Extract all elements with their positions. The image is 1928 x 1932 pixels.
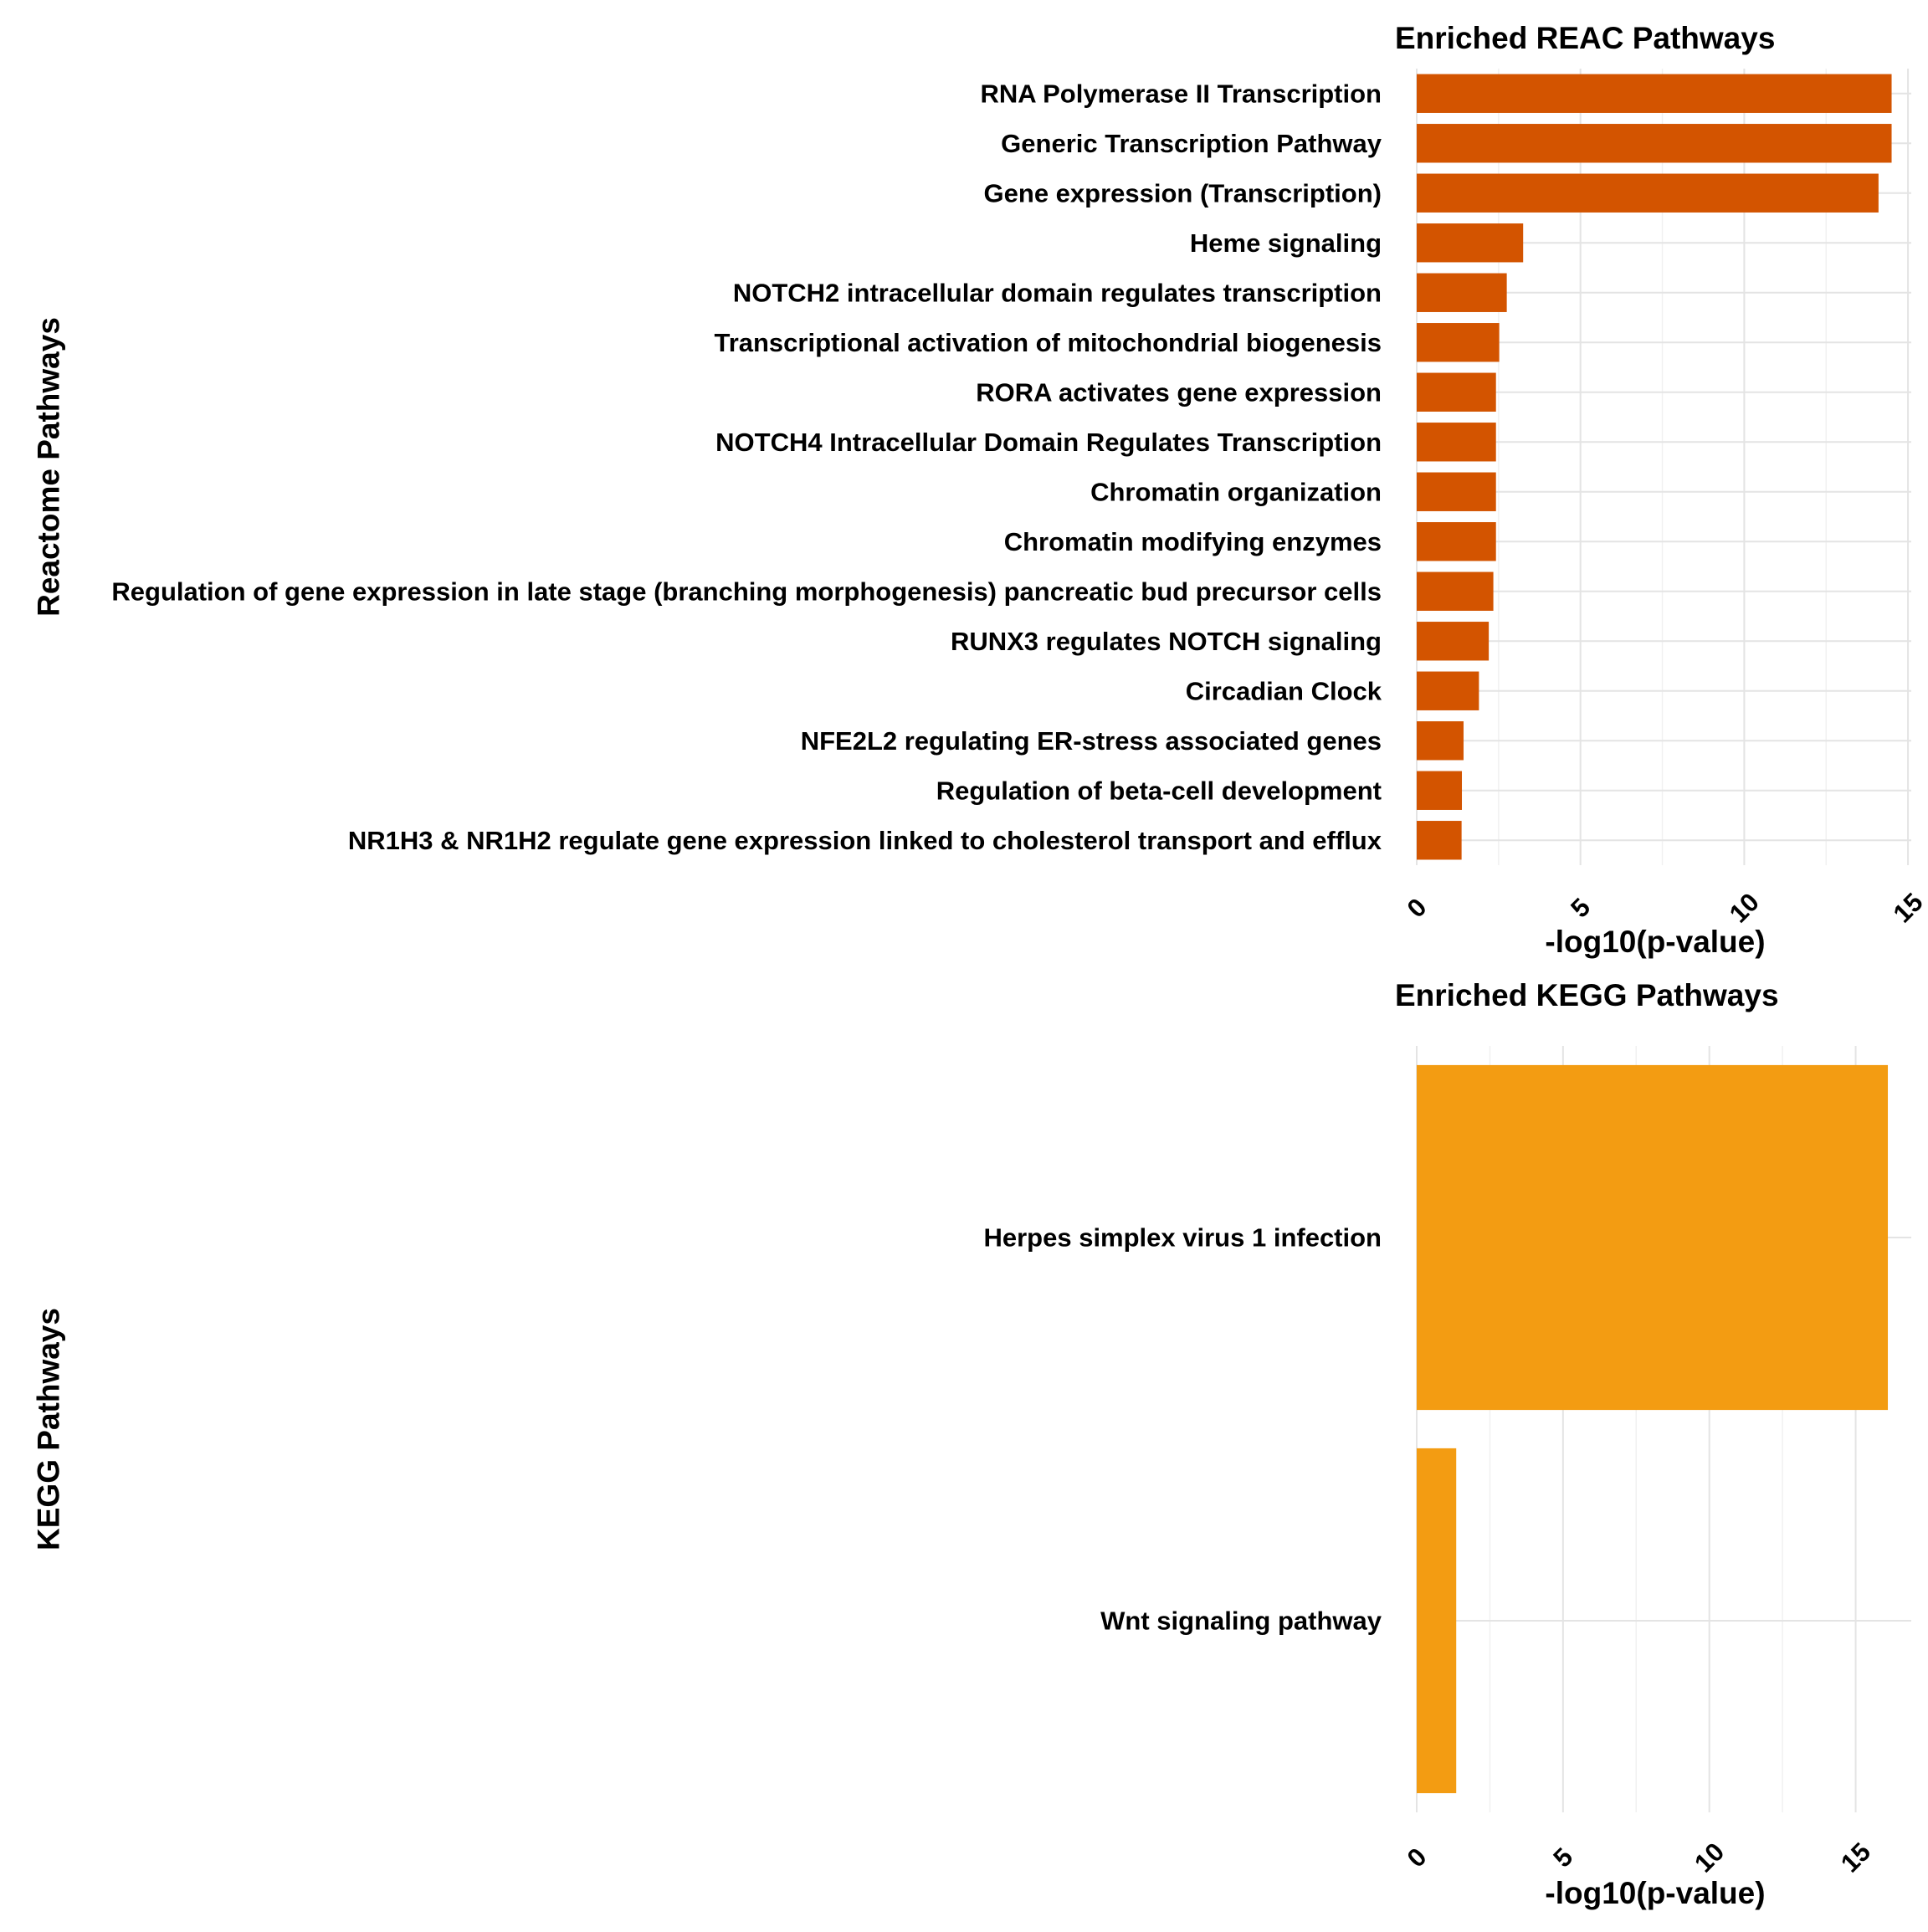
reac-x-tick-label: 0: [1402, 893, 1433, 924]
reac-bar: [1417, 821, 1462, 859]
reac-bar: [1417, 473, 1496, 511]
reac-category-label: Generic Transcription Pathway: [1001, 129, 1382, 158]
kegg-chart-title: Enriched KEGG Pathways: [1395, 978, 1779, 1012]
kegg-x-axis-title: -log10(p-value): [1545, 1876, 1765, 1910]
kegg-x-tick-label: 5: [1547, 1842, 1578, 1873]
reac-category-label: Circadian Clock: [1186, 676, 1382, 705]
reac-x-tick-label: 15: [1888, 887, 1928, 928]
reac-category-label: RUNX3 regulates NOTCH signaling: [951, 627, 1382, 656]
reac-y-axis-title: Reactome Pathways: [32, 317, 66, 617]
reac-bar: [1417, 423, 1496, 461]
reac-x-axis-title: -log10(p-value): [1545, 925, 1765, 959]
reac-bar: [1417, 323, 1500, 361]
reac-category-label: RNA Polymerase II Transcription: [980, 79, 1382, 108]
kegg-bar: [1417, 1448, 1456, 1793]
reac-bar: [1417, 124, 1892, 162]
reac-category-label: RORA activates gene expression: [976, 377, 1382, 407]
reac-bar: [1417, 721, 1464, 760]
kegg-category-label: Wnt signaling pathway: [1100, 1607, 1382, 1636]
reac-category-label: Chromatin modifying enzymes: [1004, 527, 1382, 556]
reac-bar: [1417, 174, 1879, 213]
reac-chart-title: Enriched REAC Pathways: [1395, 21, 1775, 55]
reac-bar: [1417, 572, 1494, 611]
reac-x-tick-label: 10: [1724, 887, 1765, 928]
reac-panel: RNA Polymerase II Transcription Generic T…: [32, 21, 1928, 959]
reac-category-label: NOTCH2 intracellular domain regulates tr…: [733, 278, 1382, 307]
reac-category-label: Chromatin organization: [1090, 477, 1382, 506]
kegg-bar: [1417, 1065, 1888, 1410]
kegg-x-tick-label: 0: [1402, 1842, 1433, 1873]
reac-category-label: NOTCH4 Intracellular Domain Regulates Tr…: [715, 428, 1382, 457]
kegg-panel: Herpes simplex virus 1 infection Wnt sign…: [32, 978, 1912, 1910]
reac-category-label: Gene expression (Transcription): [984, 178, 1382, 208]
reac-bar: [1417, 274, 1507, 312]
reac-bar: [1417, 522, 1496, 561]
reac-category-label: Regulation of beta-cell development: [936, 776, 1382, 805]
kegg-x-tick-label: 15: [1835, 1837, 1876, 1878]
reac-category-label: Transcriptional activation of mitochondr…: [714, 328, 1382, 357]
reac-category-label: NR1H3 & NR1H2 regulate gene expression l…: [348, 826, 1382, 855]
kegg-x-tick-label: 10: [1689, 1837, 1730, 1878]
reac-bar: [1417, 373, 1496, 412]
reac-x-tick-label: 5: [1565, 893, 1596, 924]
reac-bar: [1417, 771, 1462, 810]
reac-category-label: Regulation of gene expression in late st…: [111, 577, 1382, 606]
reac-bar: [1417, 622, 1489, 660]
reac-bar: [1417, 672, 1479, 710]
reac-category-label: Heme signaling: [1190, 228, 1382, 258]
kegg-y-axis-title: KEGG Pathways: [32, 1308, 66, 1550]
reac-category-label: NFE2L2 regulating ER-stress associated g…: [801, 726, 1382, 756]
kegg-category-label: Herpes simplex virus 1 infection: [983, 1223, 1382, 1253]
reac-bar: [1417, 74, 1892, 113]
reac-bar: [1417, 223, 1523, 262]
